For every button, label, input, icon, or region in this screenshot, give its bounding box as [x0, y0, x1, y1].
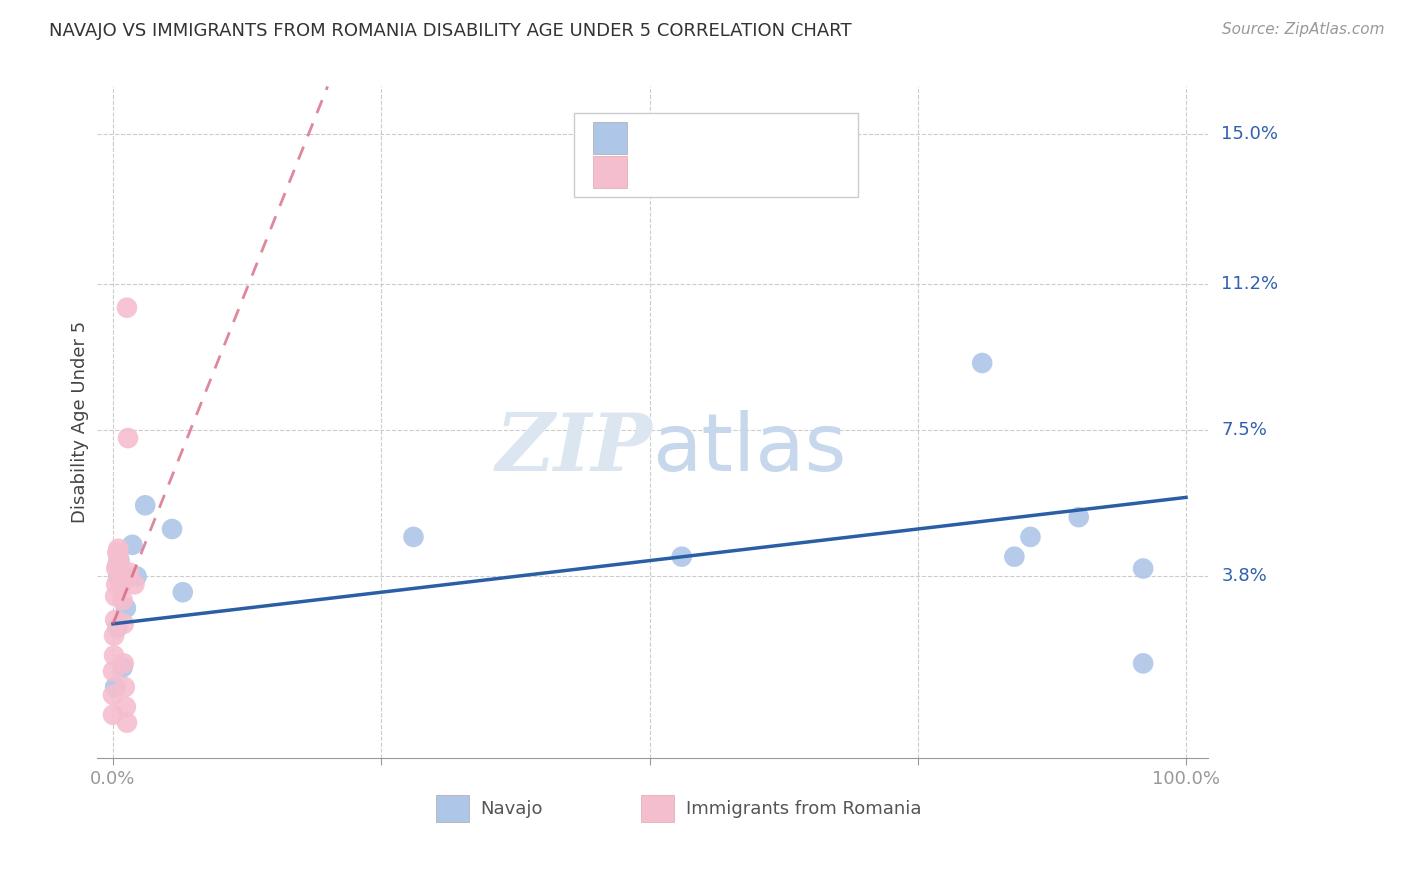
Point [103, 648, 125, 663]
Text: 15.0%: 15.0% [1222, 125, 1278, 143]
Point [160, 522, 183, 536]
Point [101, 688, 124, 702]
Point [104, 680, 127, 694]
Text: R =  0.291    N = 26: R = 0.291 N = 26 [640, 162, 838, 181]
Y-axis label: Disability Age Under 5: Disability Age Under 5 [72, 321, 89, 524]
Point [110, 577, 132, 591]
Point [105, 577, 128, 591]
Point [1002, 549, 1025, 564]
Point [108, 553, 131, 567]
Point [103, 629, 125, 643]
Point [114, 680, 136, 694]
Point [125, 569, 148, 583]
Point [107, 541, 129, 556]
Text: 3.8%: 3.8% [1222, 567, 1267, 585]
Point [107, 549, 129, 564]
FancyBboxPatch shape [593, 122, 627, 154]
Point [107, 569, 129, 583]
Point [1132, 657, 1154, 671]
Point [112, 616, 135, 631]
Point [112, 657, 135, 671]
Text: ZIP: ZIP [495, 410, 652, 488]
Point [115, 699, 138, 714]
Point [104, 589, 127, 603]
Point [104, 613, 127, 627]
Point [105, 546, 128, 560]
Point [172, 585, 194, 599]
Point [110, 574, 132, 588]
FancyBboxPatch shape [436, 795, 470, 822]
Point [105, 561, 128, 575]
Text: Source: ZipAtlas.com: Source: ZipAtlas.com [1222, 22, 1385, 37]
Point [115, 715, 138, 730]
Text: atlas: atlas [652, 410, 846, 488]
Point [115, 301, 138, 315]
Point [402, 530, 425, 544]
Point [1067, 510, 1090, 524]
Text: Navajo: Navajo [479, 799, 543, 818]
Point [1132, 561, 1154, 575]
Text: 11.2%: 11.2% [1222, 275, 1278, 293]
Text: R =  0.570    N = 20: R = 0.570 N = 20 [640, 128, 838, 147]
Text: 7.5%: 7.5% [1222, 421, 1267, 439]
Point [111, 660, 134, 674]
Point [105, 558, 128, 572]
Point [134, 498, 156, 512]
Point [118, 566, 141, 580]
Point [110, 566, 132, 580]
Point [108, 558, 131, 572]
Point [101, 707, 124, 722]
Point [671, 549, 693, 564]
Point [972, 356, 994, 370]
FancyBboxPatch shape [593, 155, 627, 188]
Point [117, 431, 139, 445]
Point [121, 538, 143, 552]
Point [111, 593, 134, 607]
Point [124, 577, 146, 591]
Point [105, 621, 128, 635]
FancyBboxPatch shape [641, 795, 675, 822]
FancyBboxPatch shape [575, 113, 858, 197]
Point [101, 665, 124, 679]
Point [1019, 530, 1042, 544]
Text: NAVAJO VS IMMIGRANTS FROM ROMANIA DISABILITY AGE UNDER 5 CORRELATION CHART: NAVAJO VS IMMIGRANTS FROM ROMANIA DISABI… [49, 22, 852, 40]
Point [115, 601, 138, 615]
Text: Immigrants from Romania: Immigrants from Romania [686, 799, 921, 818]
